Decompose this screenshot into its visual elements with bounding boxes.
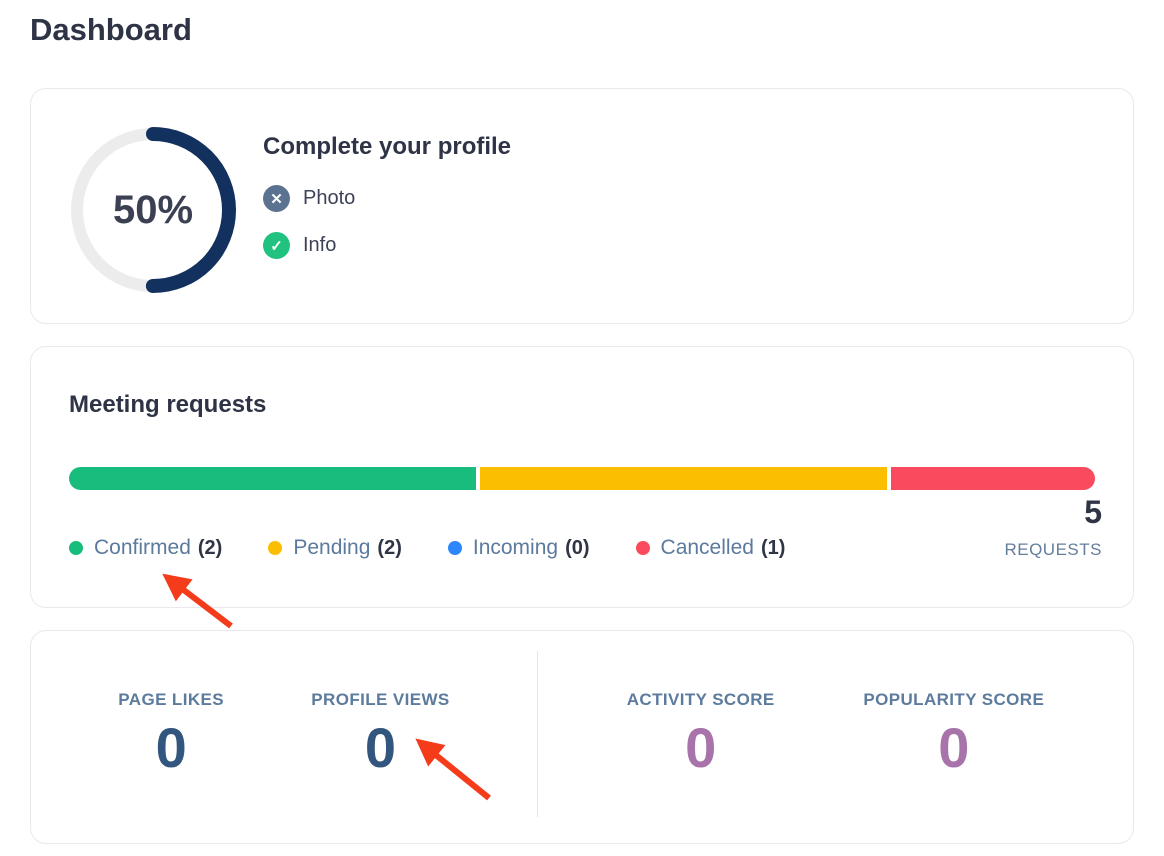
stat-label: POPULARITY SCORE: [863, 690, 1045, 709]
profile-checklist: ✕ Photo ✓ Info: [263, 185, 511, 259]
stat-label: PROFILE VIEWS: [311, 690, 450, 709]
meeting-requests-card: Meeting requests Confirmed (2) Pending (…: [30, 346, 1134, 608]
stat-profile-views: PROFILE VIEWS 0: [311, 690, 449, 784]
bar-segment-confirmed: [69, 467, 477, 490]
meeting-requests-title: Meeting requests: [69, 391, 267, 418]
x-circle-icon: ✕: [263, 185, 290, 212]
bar-segment-cancelled: [891, 467, 1095, 490]
stat-label: ACTIVITY SCORE: [626, 690, 775, 709]
confirmed-dot-icon: [69, 541, 83, 555]
stats-group-right: ACTIVITY SCORE 0 POPULARITY SCORE 0: [538, 631, 1133, 843]
requests-total-label: REQUESTS: [1004, 540, 1102, 560]
bar-segment-pending: [480, 467, 888, 490]
stat-value: 0: [685, 716, 717, 779]
legend-count: (2): [197, 536, 223, 559]
legend-label: Confirmed: [94, 536, 191, 559]
profile-completion-card: 50% Complete your profile ✕ Photo ✓ Info: [30, 88, 1134, 324]
stats-card: PAGE LIKES 0 PROFILE VIEWS 0 ACTIVITY SC…: [30, 630, 1134, 844]
progress-ring-value: [70, 127, 236, 293]
cancelled-dot-icon: [635, 541, 650, 555]
stat-value: 0: [155, 716, 187, 779]
incoming-dot-icon: [447, 541, 462, 555]
legend-item-pending[interactable]: Pending (2): [268, 536, 402, 560]
checklist-item-photo: ✕ Photo: [263, 185, 511, 212]
checklist-item-label: Photo: [303, 187, 356, 209]
stat-value: 0: [938, 716, 970, 779]
checklist-item-label: Info: [303, 234, 337, 256]
legend-label: Incoming: [472, 536, 559, 559]
legend-count: (0): [565, 536, 590, 559]
legend-label: Pending: [293, 536, 371, 559]
legend-count: (2): [377, 536, 402, 559]
profile-card-title: Complete your profile: [263, 133, 512, 160]
check-circle-icon: ✓: [263, 232, 290, 259]
legend-count: (1): [760, 536, 786, 559]
requests-total: 5 REQUESTS: [1004, 494, 1102, 560]
legend-item-incoming[interactable]: Incoming (0): [447, 536, 590, 560]
progress-ring-svg: [70, 127, 236, 293]
pending-dot-icon: [268, 541, 283, 555]
page-title: Dashboard: [30, 12, 192, 47]
legend-item-confirmed[interactable]: Confirmed (2): [69, 536, 222, 560]
meeting-requests-legend: Confirmed (2) Pending (2) Incoming (0) C…: [69, 536, 1095, 560]
legend-item-cancelled[interactable]: Cancelled (1): [635, 536, 786, 560]
stats-group-left: PAGE LIKES 0 PROFILE VIEWS 0: [31, 631, 537, 843]
stat-activity-score: ACTIVITY SCORE 0: [627, 690, 775, 784]
legend-label: Cancelled: [660, 536, 754, 559]
stat-page-likes: PAGE LIKES 0: [118, 690, 224, 784]
requests-total-value: 5: [1084, 494, 1102, 530]
checklist-item-info: ✓ Info: [263, 232, 511, 259]
stat-value: 0: [364, 716, 397, 779]
progress-percent-label: 50%: [112, 187, 194, 232]
meeting-requests-stacked-bar: [69, 467, 1095, 490]
stat-popularity-score: POPULARITY SCORE 0: [863, 690, 1044, 784]
stats-divider: [537, 651, 538, 817]
stat-label: PAGE LIKES: [118, 690, 224, 709]
profile-progress-ring: 50%: [69, 126, 237, 294]
